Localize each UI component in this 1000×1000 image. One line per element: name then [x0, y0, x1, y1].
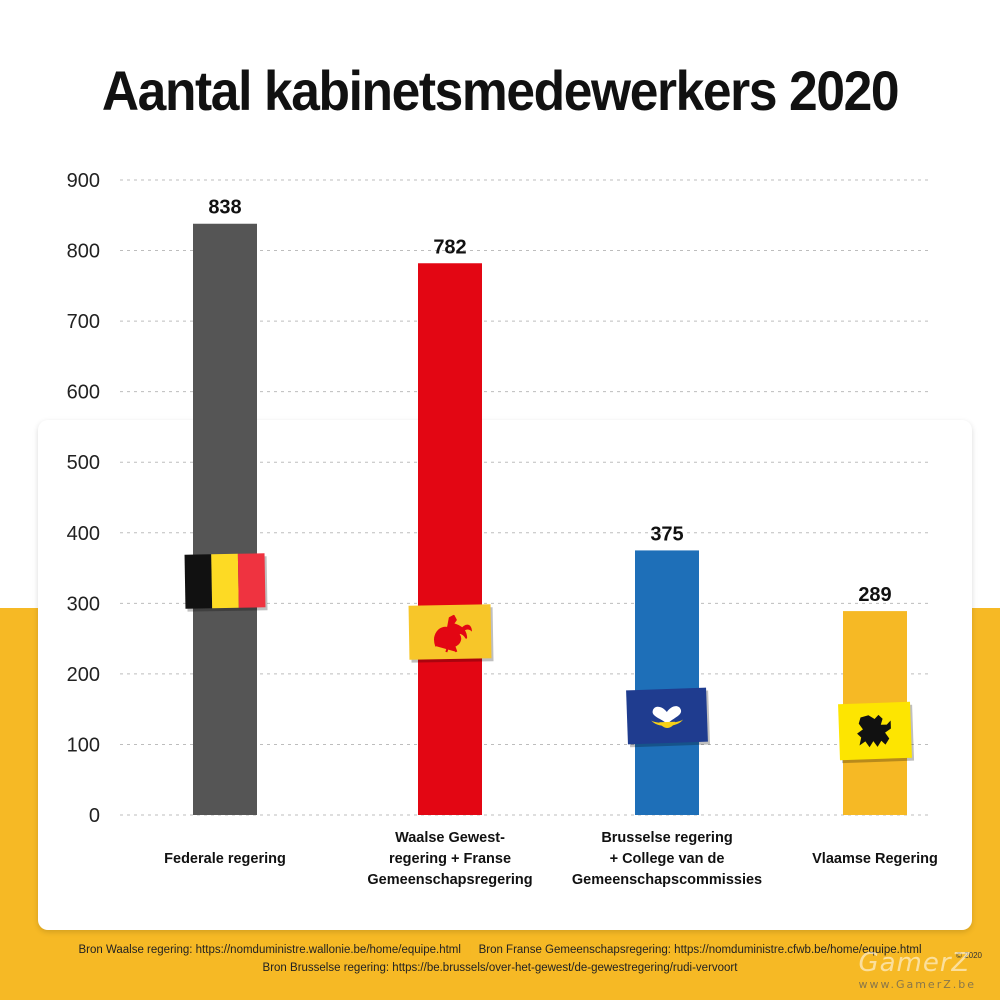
data-label: 289 [858, 584, 891, 606]
bar [193, 223, 257, 815]
walloon-rooster-flag-icon [408, 604, 494, 663]
watermark-url: www.GamerZ.be [858, 978, 976, 991]
flemish-lion-flag-icon [838, 701, 915, 764]
y-tick-label: 0 [89, 805, 100, 827]
sources-line-1: Bron Waalse regering: https://nomduminis… [0, 941, 1000, 959]
source-separator: | [468, 944, 472, 956]
y-tick-label: 800 [67, 241, 100, 263]
x-tick-label: Federale regering [164, 851, 286, 867]
y-tick-label: 700 [67, 311, 100, 333]
y-tick-label: 200 [67, 664, 100, 686]
source-url: https://nomduministre.wallonie.be/home/e… [195, 944, 461, 956]
y-tick-label: 900 [67, 170, 100, 192]
x-tick-label: Gemeenschapscommissies [572, 872, 762, 888]
sources: Bron Waalse regering: https://nomduminis… [0, 941, 1000, 977]
x-tick-label: Gemeenschapsregering [367, 872, 532, 888]
source-label: Bron Brusselse regering: [262, 962, 390, 974]
flags [184, 553, 915, 764]
bar [635, 550, 699, 815]
x-tick-label: + College van de [610, 851, 725, 867]
x-tick-label: Vlaamse Regering [812, 851, 938, 867]
belgian-flag-icon [184, 553, 268, 612]
sources-line-2: Bron Brusselse regering: https://be.brus… [0, 959, 1000, 977]
source-url: https://be.brussels/over-het-gewest/de-g… [392, 962, 738, 974]
data-label: 375 [650, 523, 683, 545]
chart-title: Aantal kabinetsmedewerkers 2020 [101, 59, 900, 122]
source-url: https://nomduministre.cfwb.be/home/equip… [674, 944, 922, 956]
y-axis: 0 100 200 300 400 500 600 700 800 900 [67, 170, 100, 827]
y-tick-label: 300 [67, 593, 100, 615]
x-tick-label: Waalse Gewest- [395, 830, 505, 846]
data-label: 838 [208, 197, 241, 219]
y-tick-label: 400 [67, 523, 100, 545]
bar-chart: 0 100 200 300 400 500 600 700 800 900 838 782 375 28… [67, 170, 938, 888]
bars [193, 223, 907, 815]
x-tick-label: Brusselse regering [601, 830, 732, 846]
y-tick-label: 600 [67, 382, 100, 404]
value-labels: 838 782 375 289 [208, 197, 891, 606]
watermark-text: GamerZ [858, 948, 971, 978]
brussels-iris-flag-icon [626, 687, 711, 748]
watermark-logo: GamerZ www.GamerZ.be [858, 948, 976, 991]
source-label: Bron Franse Gemeenschapsregering: [478, 944, 671, 956]
bar [418, 263, 482, 815]
copyright: © 2020 [956, 951, 982, 960]
x-axis: Federale regering Waalse Gewest-regering … [164, 830, 938, 888]
data-label: 782 [433, 236, 466, 258]
x-tick-label: regering + Franse [389, 851, 511, 867]
y-tick-label: 500 [67, 452, 100, 474]
source-label: Bron Waalse regering: [78, 944, 193, 956]
y-tick-label: 100 [67, 734, 100, 756]
